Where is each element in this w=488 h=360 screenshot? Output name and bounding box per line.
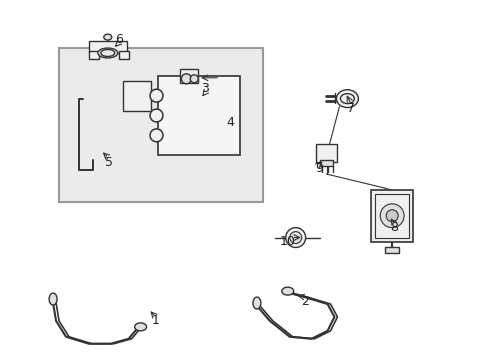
Text: 9: 9 [315,162,323,175]
Ellipse shape [103,34,112,40]
Circle shape [150,89,163,102]
Text: 10: 10 [279,235,295,248]
Text: 1: 1 [151,314,159,327]
Circle shape [181,74,191,84]
Circle shape [190,75,198,83]
Ellipse shape [134,323,146,331]
Circle shape [289,231,301,243]
Text: 3: 3 [201,82,209,95]
Ellipse shape [281,287,293,295]
Circle shape [386,210,397,222]
Text: 4: 4 [225,116,234,129]
Bar [319,160,333,166]
Circle shape [285,228,305,247]
Bar [370,190,412,242]
Text: 5: 5 [104,156,113,168]
Circle shape [150,109,163,122]
Ellipse shape [49,293,57,305]
Bar [315,144,337,162]
Ellipse shape [252,297,261,309]
Text: 2: 2 [300,294,308,307]
Bar [89,51,99,59]
Bar [89,41,126,53]
Bar [59,48,263,202]
Ellipse shape [336,90,358,108]
Bar [385,247,398,253]
Bar [119,51,128,59]
Bar [158,76,240,155]
Text: 7: 7 [346,102,355,115]
Text: 8: 8 [389,221,397,234]
Text: 6: 6 [115,33,122,46]
Bar [374,194,408,238]
Bar [180,69,198,83]
Circle shape [380,204,403,228]
Ellipse shape [98,48,118,58]
Circle shape [150,129,163,142]
Bar [122,81,150,111]
